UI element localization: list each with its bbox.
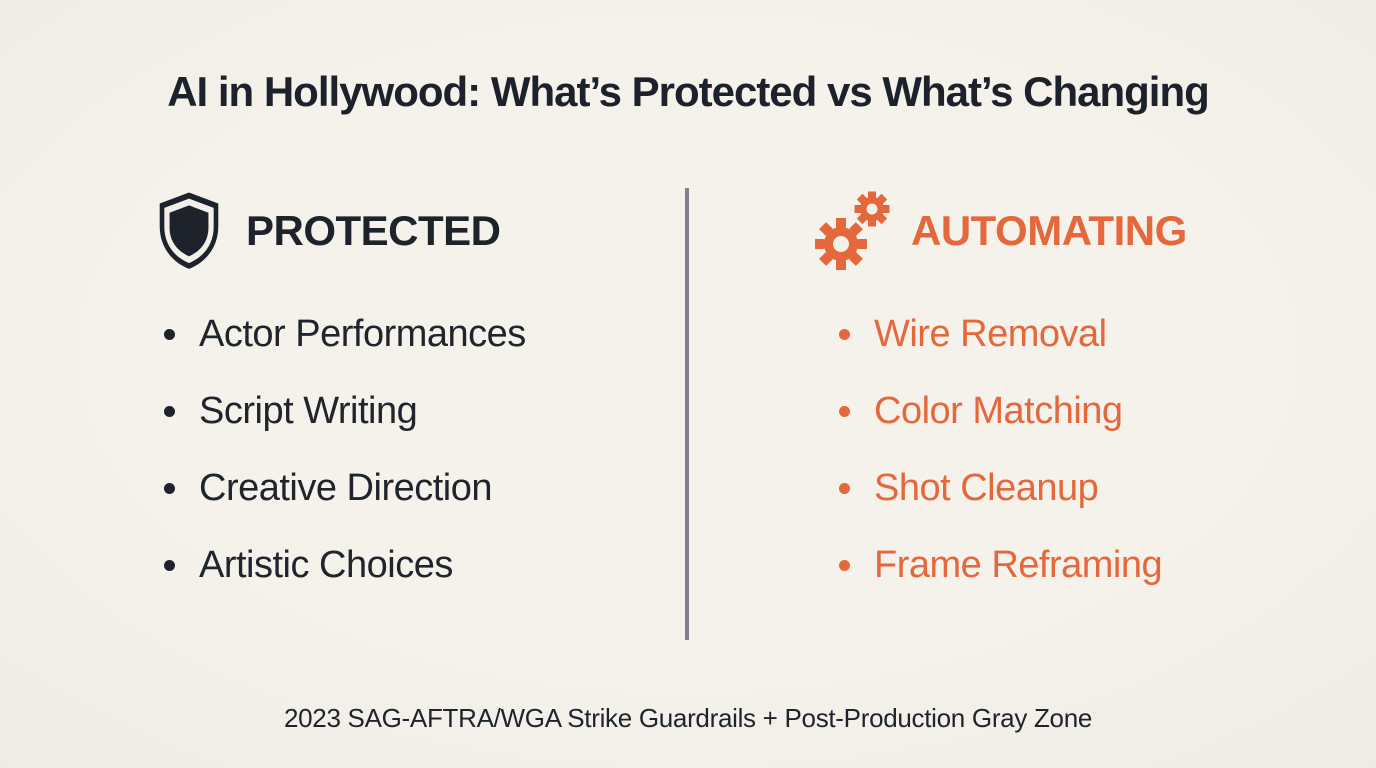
bullet-icon (839, 482, 850, 494)
page-title: AI in Hollywood: What’s Protected vs Wha… (167, 68, 1210, 115)
list-item-label: Actor Performances (199, 312, 526, 355)
source-caption: 2023 SAG-AFTRA/WGA Strike Guardrails + P… (283, 703, 1093, 733)
automating-column: AUTOMATING Wire Removal Color Matching S… (815, 188, 1295, 622)
bullet-icon (164, 482, 175, 494)
list-item-label: Script Writing (199, 389, 418, 432)
bullet-icon (164, 328, 175, 340)
protected-header: PROTECTED (152, 188, 622, 274)
list-item-label: Wire Removal (874, 312, 1107, 355)
list-item: Script Writing (164, 389, 622, 432)
automating-heading: AUTOMATING (911, 207, 1187, 254)
list-item: Creative Direction (164, 466, 622, 509)
automating-header: AUTOMATING (815, 188, 1295, 274)
list-item-label: Frame Reframing (874, 543, 1163, 586)
list-item-label: Shot Cleanup (874, 466, 1099, 509)
bullet-icon (164, 559, 175, 571)
shield-icon (159, 192, 219, 269)
gears-icon (815, 191, 890, 270)
list-item: Frame Reframing (839, 543, 1295, 586)
list-item: Artistic Choices (164, 543, 622, 586)
list-item: Wire Removal (839, 312, 1295, 355)
automating-list: Wire Removal Color Matching Shot Cleanup… (815, 312, 1295, 586)
list-item-label: Creative Direction (199, 466, 493, 509)
bullet-icon (839, 328, 850, 340)
list-item-label: Artistic Choices (199, 543, 453, 586)
list-item: Color Matching (839, 389, 1295, 432)
protected-list: Actor Performances Script Writing Creati… (152, 312, 622, 586)
list-item: Actor Performances (164, 312, 622, 355)
protected-heading: PROTECTED (246, 207, 501, 254)
vertical-divider (685, 188, 689, 640)
protected-column: PROTECTED Actor Performances Script Writ… (152, 188, 622, 622)
bullet-icon (164, 405, 175, 417)
list-item: Shot Cleanup (839, 466, 1295, 509)
list-item-label: Color Matching (874, 389, 1123, 432)
bullet-icon (839, 405, 850, 417)
bullet-icon (839, 559, 850, 571)
